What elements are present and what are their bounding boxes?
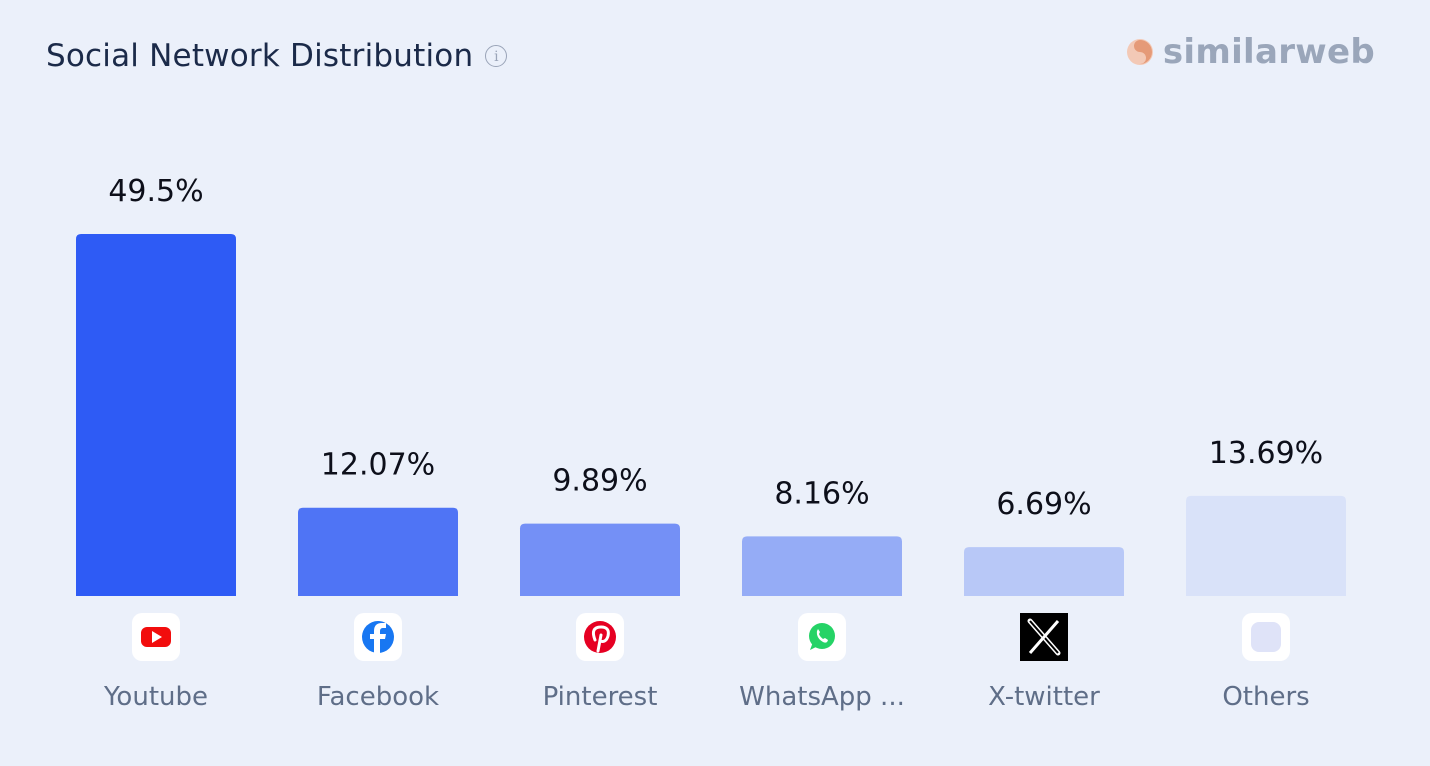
- chart-header: Social Network Distribution i: [46, 38, 508, 74]
- bar-value-label: 12.07%: [321, 448, 435, 483]
- bar-x-twitter[interactable]: [964, 547, 1124, 596]
- youtube-icon: [132, 613, 180, 661]
- bar-value-label: 8.16%: [774, 476, 869, 511]
- facebook-icon: [354, 613, 402, 661]
- bar-youtube[interactable]: [76, 234, 236, 596]
- similarweb-logo-icon: [1126, 39, 1153, 65]
- bar-pinterest[interactable]: [520, 523, 680, 596]
- info-icon[interactable]: i: [485, 45, 508, 67]
- category-label: Facebook: [317, 682, 439, 712]
- bar-facebook[interactable]: [298, 507, 458, 596]
- pinterest-icon: [576, 613, 624, 661]
- bar-others[interactable]: [1186, 495, 1346, 596]
- bar-value-label: 13.69%: [1209, 436, 1323, 471]
- x-twitter-icon: [1020, 613, 1068, 661]
- brand: similarweb: [1125, 32, 1375, 72]
- category-label: WhatsApp ...: [739, 682, 905, 712]
- category-label: Youtube: [103, 682, 208, 712]
- category-label: Others: [1222, 682, 1309, 712]
- chart-title: Social Network Distribution: [46, 38, 474, 74]
- bar-value-label: 49.5%: [108, 174, 203, 209]
- category-label: X-twitter: [988, 682, 1100, 712]
- bar-value-label: 9.89%: [552, 464, 647, 499]
- others-icon: [1242, 613, 1290, 661]
- category-label: Pinterest: [543, 682, 658, 712]
- brand-name: similarweb: [1162, 32, 1375, 72]
- bar-value-label: 6.69%: [996, 487, 1091, 522]
- whatsapp-icon: [798, 613, 846, 661]
- bar-whatsapp[interactable]: [742, 536, 902, 596]
